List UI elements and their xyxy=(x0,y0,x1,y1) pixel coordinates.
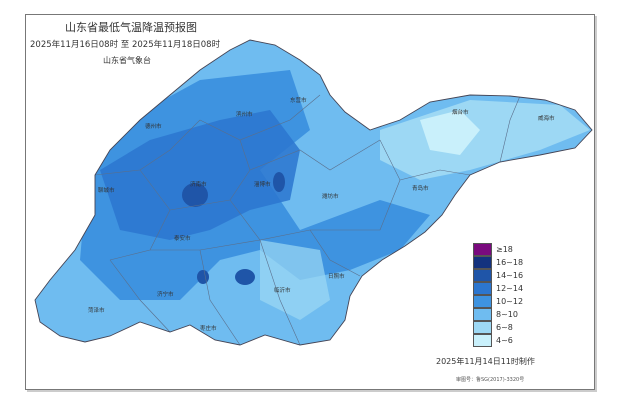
legend-label: 6~8 xyxy=(496,323,513,332)
legend-swatch xyxy=(473,333,492,347)
city-label: 潍坊市 xyxy=(322,192,339,200)
legend-swatch xyxy=(473,307,492,321)
legend-item: 10~12 xyxy=(473,294,524,308)
city-label: 滨州市 xyxy=(236,110,253,118)
legend-swatch xyxy=(473,281,492,295)
city-label: 菏泽市 xyxy=(88,306,105,314)
city-labels: 德州市 滨州市 东营市 烟台市 威海市 聊城市 济南市 淄博市 潍坊市 青岛市 … xyxy=(88,96,555,332)
zone-14-16 xyxy=(273,172,285,192)
city-label: 青岛市 xyxy=(412,184,429,192)
city-boundaries xyxy=(94,94,521,345)
zone-6-8 xyxy=(260,240,330,320)
legend-label: 4~6 xyxy=(496,336,513,345)
legend-swatch xyxy=(473,320,492,334)
legend-swatch xyxy=(473,294,492,308)
approval-number: 审图号：鲁SG(2017)-3320号 xyxy=(456,377,525,383)
legend-label: 10~12 xyxy=(496,297,524,306)
city-label: 枣庄市 xyxy=(200,324,217,332)
legend-swatch xyxy=(473,255,492,269)
forecast-period: 2025年11月16日08时 至 2025年11月18日08时 xyxy=(30,40,221,50)
legend-label: 8~10 xyxy=(496,310,518,319)
city-label: 临沂市 xyxy=(274,286,291,294)
legend-item: 12~14 xyxy=(473,281,524,295)
legend-item: ≥18 xyxy=(473,242,523,256)
issuer: 山东省气象台 xyxy=(103,56,151,65)
city-label: 东营市 xyxy=(290,96,307,104)
city-label: 威海市 xyxy=(538,114,555,122)
legend-label: ≥18 xyxy=(496,245,513,254)
city-label: 泰安市 xyxy=(174,234,191,242)
legend: ≥18 16~18 14~16 12~14 10~12 8~10 6~8 4~6 xyxy=(473,242,524,347)
legend-item: 16~18 xyxy=(473,255,524,269)
zone-14-16 xyxy=(235,269,255,285)
zone-4-6 xyxy=(420,110,480,155)
city-label: 德州市 xyxy=(145,122,162,130)
city-label: 烟台市 xyxy=(452,108,469,116)
legend-item: 8~10 xyxy=(473,307,523,321)
legend-swatch xyxy=(473,268,492,282)
zone-14-16 xyxy=(182,183,208,207)
legend-label: 14~16 xyxy=(496,271,524,280)
zone-14-16 xyxy=(197,270,209,284)
made-time: 2025年11月14日11时制作 xyxy=(436,357,535,366)
legend-item: 4~6 xyxy=(473,333,523,347)
legend-label: 16~18 xyxy=(496,258,524,267)
city-label: 淄博市 xyxy=(254,180,271,188)
city-label: 日照市 xyxy=(328,272,345,280)
legend-item: 14~16 xyxy=(473,268,524,282)
legend-item: 6~8 xyxy=(473,320,523,334)
city-label: 济南市 xyxy=(190,180,207,188)
map-title: 山东省最低气温降温预报图 xyxy=(65,21,197,34)
city-label: 聊城市 xyxy=(98,186,115,194)
legend-label: 12~14 xyxy=(496,284,524,293)
legend-swatch xyxy=(473,242,492,256)
zone-12-14 xyxy=(100,110,300,240)
city-label: 济宁市 xyxy=(157,290,174,298)
